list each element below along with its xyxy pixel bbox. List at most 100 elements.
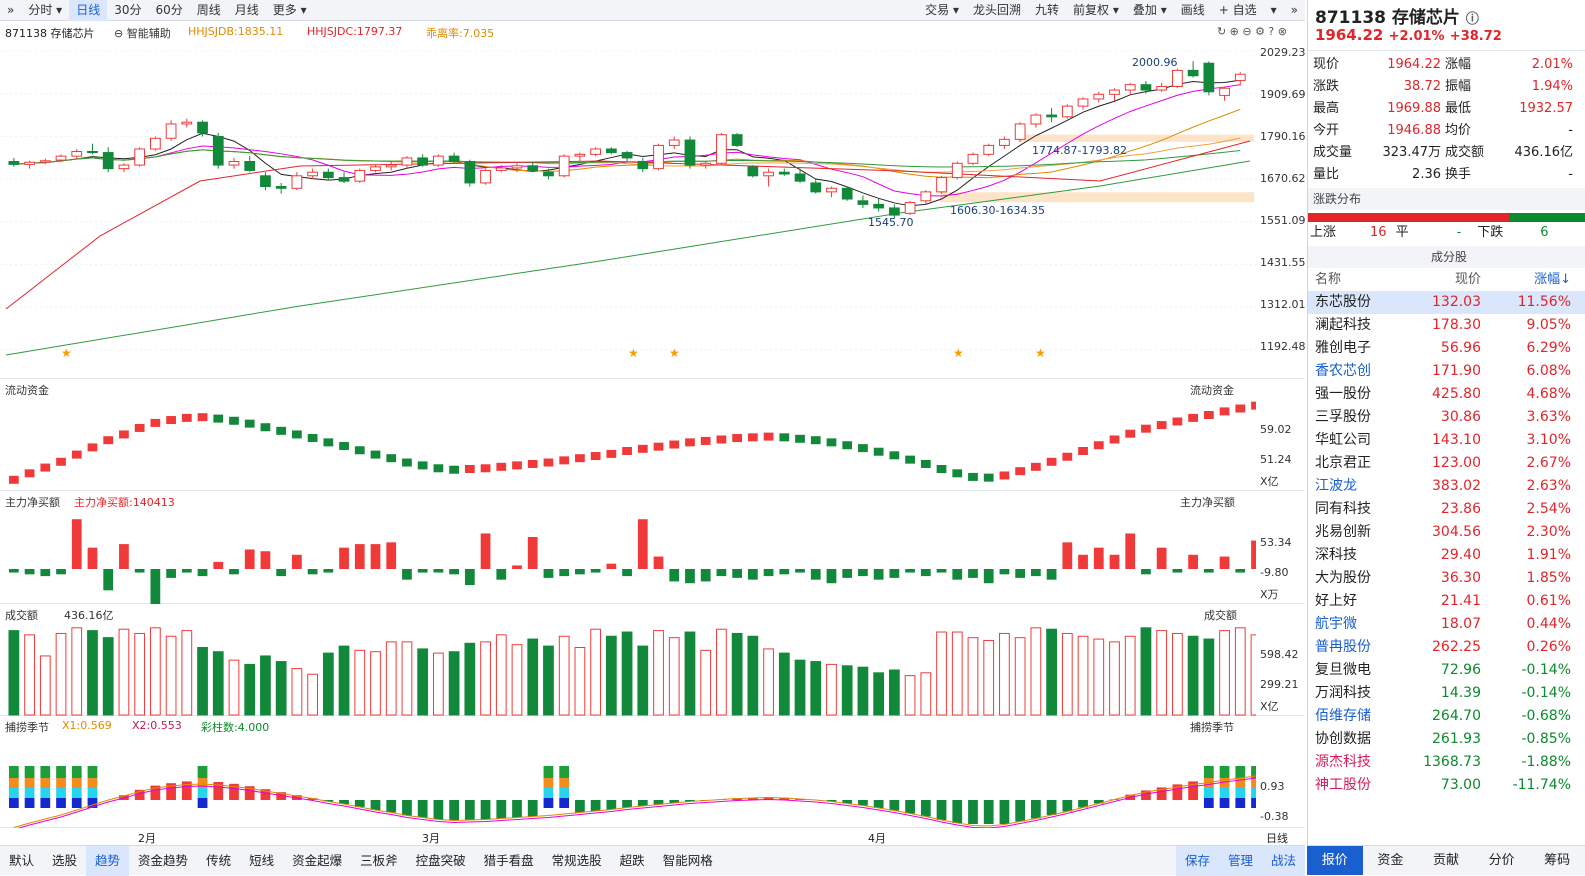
flow-bar <box>56 457 66 466</box>
comp-row[interactable]: 香农芯创 171.90 6.08% <box>1308 360 1585 383</box>
comp-row[interactable]: 华虹公司 143.10 3.10% <box>1308 429 1585 452</box>
comp-name: 澜起科技 <box>1315 317 1371 333</box>
comp-row[interactable]: 万润科技 14.39 -0.14% <box>1308 682 1585 705</box>
comp-row[interactable]: 神工股份 73.00 -11.74% <box>1308 774 1585 797</box>
flow-bar <box>496 462 507 471</box>
toolbar-left-btn[interactable]: 分时 ▾ <box>28 2 63 17</box>
period-label[interactable]: 日线 <box>1266 832 1288 845</box>
bottom-action-btn[interactable]: 保存 <box>1175 845 1219 876</box>
strategy-tab[interactable]: 智能网格 <box>662 852 713 868</box>
comp-row[interactable]: 澜起科技 178.30 9.05% <box>1308 314 1585 337</box>
right-tab[interactable]: 资金 <box>1377 853 1404 868</box>
toolbar-right-btn[interactable]: 龙头回溯 <box>973 2 1022 17</box>
toolbar-right-btn[interactable]: 九转 <box>1035 2 1060 17</box>
right-tab[interactable]: 分价 <box>1488 853 1515 868</box>
strategy-tab[interactable]: 选股 <box>52 852 78 868</box>
comp-row[interactable]: 东芯股份 132.03 11.56% <box>1308 291 1585 314</box>
strategy-tab[interactable]: 超跌 <box>619 852 645 868</box>
comp-row[interactable]: 普冉股份 262.25 0.26% <box>1308 636 1585 659</box>
comp-price: 264.70 <box>1432 708 1481 724</box>
star-icon: ★ <box>953 346 964 360</box>
comp-row[interactable]: 同有科技 23.86 2.54% <box>1308 498 1585 521</box>
candle-body <box>165 123 177 139</box>
comp-row[interactable]: 好上好 21.41 0.61% <box>1308 590 1585 613</box>
strategy-tab[interactable]: 资金趋势 <box>138 852 189 868</box>
toolbar-left-btn[interactable]: 30分 <box>114 2 142 17</box>
net-bar <box>1062 542 1073 569</box>
comp-row[interactable]: 源杰科技 1368.73 -1.88% <box>1308 751 1585 774</box>
season-pane[interactable]: 捕捞季节 X1:0.569 X2:0.553 彩柱数:4.000 捕捞季节 0.… <box>0 716 1305 828</box>
comp-pct: 2.54% <box>1526 501 1571 517</box>
right-tab[interactable]: 贡献 <box>1432 853 1459 868</box>
axis-tick: 1909.69 <box>1260 88 1306 101</box>
strategy-tab[interactable]: 传统 <box>206 852 232 868</box>
flow-pane[interactable]: 流动资金 流动资金 59.02 51.24 X亿 <box>0 379 1305 491</box>
toolbar-left-btn[interactable]: 60分 <box>155 2 183 17</box>
main-kline-pane[interactable]: 871138 存储芯片 ⊖ 智能辅助 HHJSJDB:1835.11 HHJSJ… <box>0 21 1306 379</box>
net-bar <box>999 569 1010 575</box>
strategy-tab[interactable]: 趋势 <box>86 845 130 876</box>
comp-row[interactable]: 佰维存储 264.70 -0.68% <box>1308 705 1585 728</box>
net-bar <box>449 569 459 575</box>
strategy-tab[interactable]: 三板斧 <box>360 852 398 868</box>
comp-row[interactable]: 大为股份 36.30 1.85% <box>1308 567 1585 590</box>
bottom-action-btn[interactable]: 管理 <box>1218 845 1262 876</box>
comp-row[interactable]: 航宇微 18.07 0.44% <box>1308 613 1585 636</box>
quote-label: 最高 <box>1313 101 1340 116</box>
main-pane-icons[interactable]: ↻ ⊕ ⊖ ⚙ ? ⊗ <box>1216 25 1287 38</box>
strategy-tab[interactable]: 猎手看盘 <box>483 852 534 868</box>
strategy-tab[interactable]: 默认 <box>9 852 35 868</box>
toolbar-left-btn[interactable]: » <box>7 2 15 17</box>
toolbar-left-btn[interactable]: 日线 <box>69 0 108 21</box>
toolbar-right-btn[interactable]: + 自选 <box>1218 2 1257 17</box>
col-pct[interactable]: 涨幅↓ <box>1534 272 1571 287</box>
net-bar <box>292 554 302 569</box>
comp-row[interactable]: 江波龙 383.02 2.63% <box>1308 475 1585 498</box>
kline-svg[interactable]: 2000.96 1774.87-1793.82 1545.70 1606.30-163… <box>0 21 1256 379</box>
candle-body <box>1234 73 1246 81</box>
info-icon[interactable]: ⓘ <box>1465 12 1479 27</box>
toolbar-right-btn[interactable]: 前复权 ▾ <box>1073 2 1119 17</box>
toolbar-left-btn[interactable]: 更多 ▾ <box>272 2 307 17</box>
assist-toggle[interactable]: ⊖ 智能辅助 <box>114 27 171 40</box>
toolbar-left-btn[interactable]: 周线 <box>196 2 221 17</box>
comp-row[interactable]: 三孚股份 30.86 3.63% <box>1308 406 1585 429</box>
volume-bar <box>228 659 240 716</box>
quote-panel: 871138 存储芯片 ⓘ 1964.22 +2.01% +38.72 现价 19… <box>1307 0 1585 875</box>
comp-row[interactable]: 兆易创新 304.56 2.30% <box>1308 521 1585 544</box>
toolbar-right-btn[interactable]: 画线 <box>1180 2 1205 17</box>
candle-body <box>495 167 507 171</box>
col-price[interactable]: 现价 <box>1454 272 1481 287</box>
comp-pct: 6.08% <box>1526 363 1571 379</box>
comp-row[interactable]: 雅创电子 56.96 6.29% <box>1308 337 1585 360</box>
volume-bar <box>543 645 554 716</box>
comp-row[interactable]: 强一股份 425.80 4.68% <box>1308 383 1585 406</box>
toolbar-left-btn[interactable]: 月线 <box>234 2 259 17</box>
volume-bar <box>763 648 774 716</box>
strategy-tab[interactable]: 短线 <box>249 852 275 868</box>
right-tabs: 报价 资金 贡献 分价 筹码 <box>1307 845 1585 875</box>
net-bar <box>637 519 648 569</box>
volume-bar <box>354 649 366 716</box>
col-name[interactable]: 名称 <box>1315 272 1342 287</box>
strategy-tab[interactable]: 常规选股 <box>551 852 602 868</box>
toolbar-right-btn[interactable]: 叠加 ▾ <box>1132 2 1167 17</box>
comp-name: 同有科技 <box>1315 501 1371 517</box>
right-tab[interactable]: 报价 <box>1307 846 1363 875</box>
comp-row[interactable]: 复旦微电 72.96 -0.14% <box>1308 659 1585 682</box>
comp-row[interactable]: 深科技 29.40 1.91% <box>1308 544 1585 567</box>
ma5-line <box>13 79 1241 207</box>
toolbar-right-btn[interactable]: 交易 ▾ <box>925 2 960 17</box>
toolbar-right-btn[interactable]: » <box>1290 2 1298 17</box>
chart-area[interactable]: 871138 存储芯片 ⊖ 智能辅助 HHJSJDB:1835.11 HHJSJ… <box>0 21 1306 845</box>
comp-row[interactable]: 北京君正 123.00 2.67% <box>1308 452 1585 475</box>
season-down-bar <box>480 800 491 820</box>
toolbar-right-btn[interactable]: ▾ <box>1270 2 1277 17</box>
strategy-tab[interactable]: 控盘突破 <box>415 852 466 868</box>
strategy-tab[interactable]: 资金起爆 <box>292 852 343 868</box>
net-buy-pane[interactable]: 主力净买额 主力净买额:140413 主力净买额 53.34 -9.80 X万 <box>0 491 1305 604</box>
comp-row[interactable]: 协创数据 261.93 -0.85% <box>1308 728 1585 751</box>
right-tab[interactable]: 筹码 <box>1544 853 1571 868</box>
bottom-action-btn[interactable]: 战法 <box>1261 845 1305 876</box>
volume-pane[interactable]: 成交额 436.16亿 成交额 598.42 299.21 X亿 <box>0 604 1305 716</box>
